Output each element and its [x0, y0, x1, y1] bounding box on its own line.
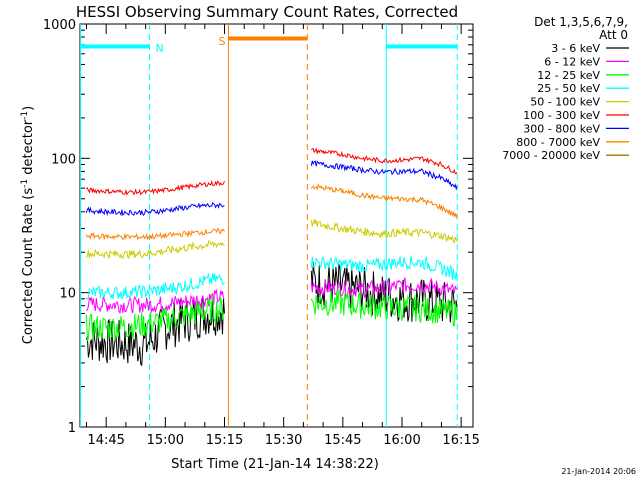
y-axis-label: Corrected Count Rate (s-1 detector-1)	[20, 106, 36, 344]
series-line	[86, 179, 225, 196]
y-tick-label: 1000	[43, 18, 76, 33]
x-axis-label: Start Time (21-Jan-14 14:38:22)	[171, 457, 379, 472]
x-tick-label: 14:45	[87, 433, 124, 448]
flag-label: S	[218, 35, 225, 48]
x-tick-label: 16:15	[442, 433, 479, 448]
y-tick-label: 100	[51, 152, 76, 167]
series-line	[310, 217, 458, 244]
y-axis-label-sup1: -1	[20, 179, 30, 188]
series-line	[85, 297, 225, 341]
series-line	[310, 183, 458, 218]
y-axis-label-sup2: -1	[20, 111, 30, 120]
vline-layer	[80, 24, 458, 427]
series-line	[86, 288, 225, 315]
series-line	[85, 240, 225, 260]
footer-date: 21-Jan-2014 20:06	[561, 467, 636, 476]
plot-frame	[79, 23, 474, 428]
legend-header-line2: Att 0	[599, 28, 628, 42]
flag-layer: NS	[80, 35, 458, 55]
legend-label: 100 - 300 keV	[523, 109, 600, 122]
legend-label: 50 - 100 keV	[530, 96, 600, 109]
series-layer	[85, 147, 458, 366]
series-line	[85, 202, 225, 217]
legend-label: 3 - 6 keV	[551, 42, 600, 55]
plot-area	[79, 23, 474, 428]
y-axis-label-end: )	[21, 106, 36, 111]
series-line	[86, 272, 225, 301]
legend-label: 6 - 12 keV	[544, 55, 600, 68]
series-line	[310, 277, 458, 299]
y-tick-label: 1	[68, 421, 76, 436]
legend-header-line1: Det 1,3,5,6,7,9,	[534, 15, 628, 29]
x-tick-label: 15:45	[324, 433, 361, 448]
x-tick-label: 15:30	[265, 433, 302, 448]
chart-title: HESSI Observing Summary Count Rates, Cor…	[76, 3, 458, 21]
series-line	[310, 288, 458, 327]
legend-label: 7000 - 20000 keV	[502, 149, 600, 162]
legend-label: 300 - 800 keV	[523, 122, 600, 135]
legend-label: 25 - 50 keV	[537, 82, 600, 95]
x-tick-label: 15:00	[147, 433, 184, 448]
x-tick-label: 15:15	[206, 433, 243, 448]
y-axis-label-main: Corrected Count Rate (s	[21, 188, 36, 345]
legend-label: 12 - 25 keV	[537, 69, 600, 82]
y-tick-label: 10	[59, 287, 76, 302]
series-line	[85, 228, 225, 241]
series-line	[310, 160, 458, 191]
series-line	[310, 147, 458, 175]
x-tick-label: 16:00	[383, 433, 420, 448]
y-axis-label-mid: detector	[21, 119, 36, 179]
flag-label: N	[156, 42, 164, 55]
legend-label: 800 - 7000 keV	[516, 136, 600, 149]
series-line	[310, 255, 458, 282]
axis-layer: 14:45 15:00 15:15 15:30 15:45 16:00 16:15 1 10 10…	[43, 18, 480, 448]
